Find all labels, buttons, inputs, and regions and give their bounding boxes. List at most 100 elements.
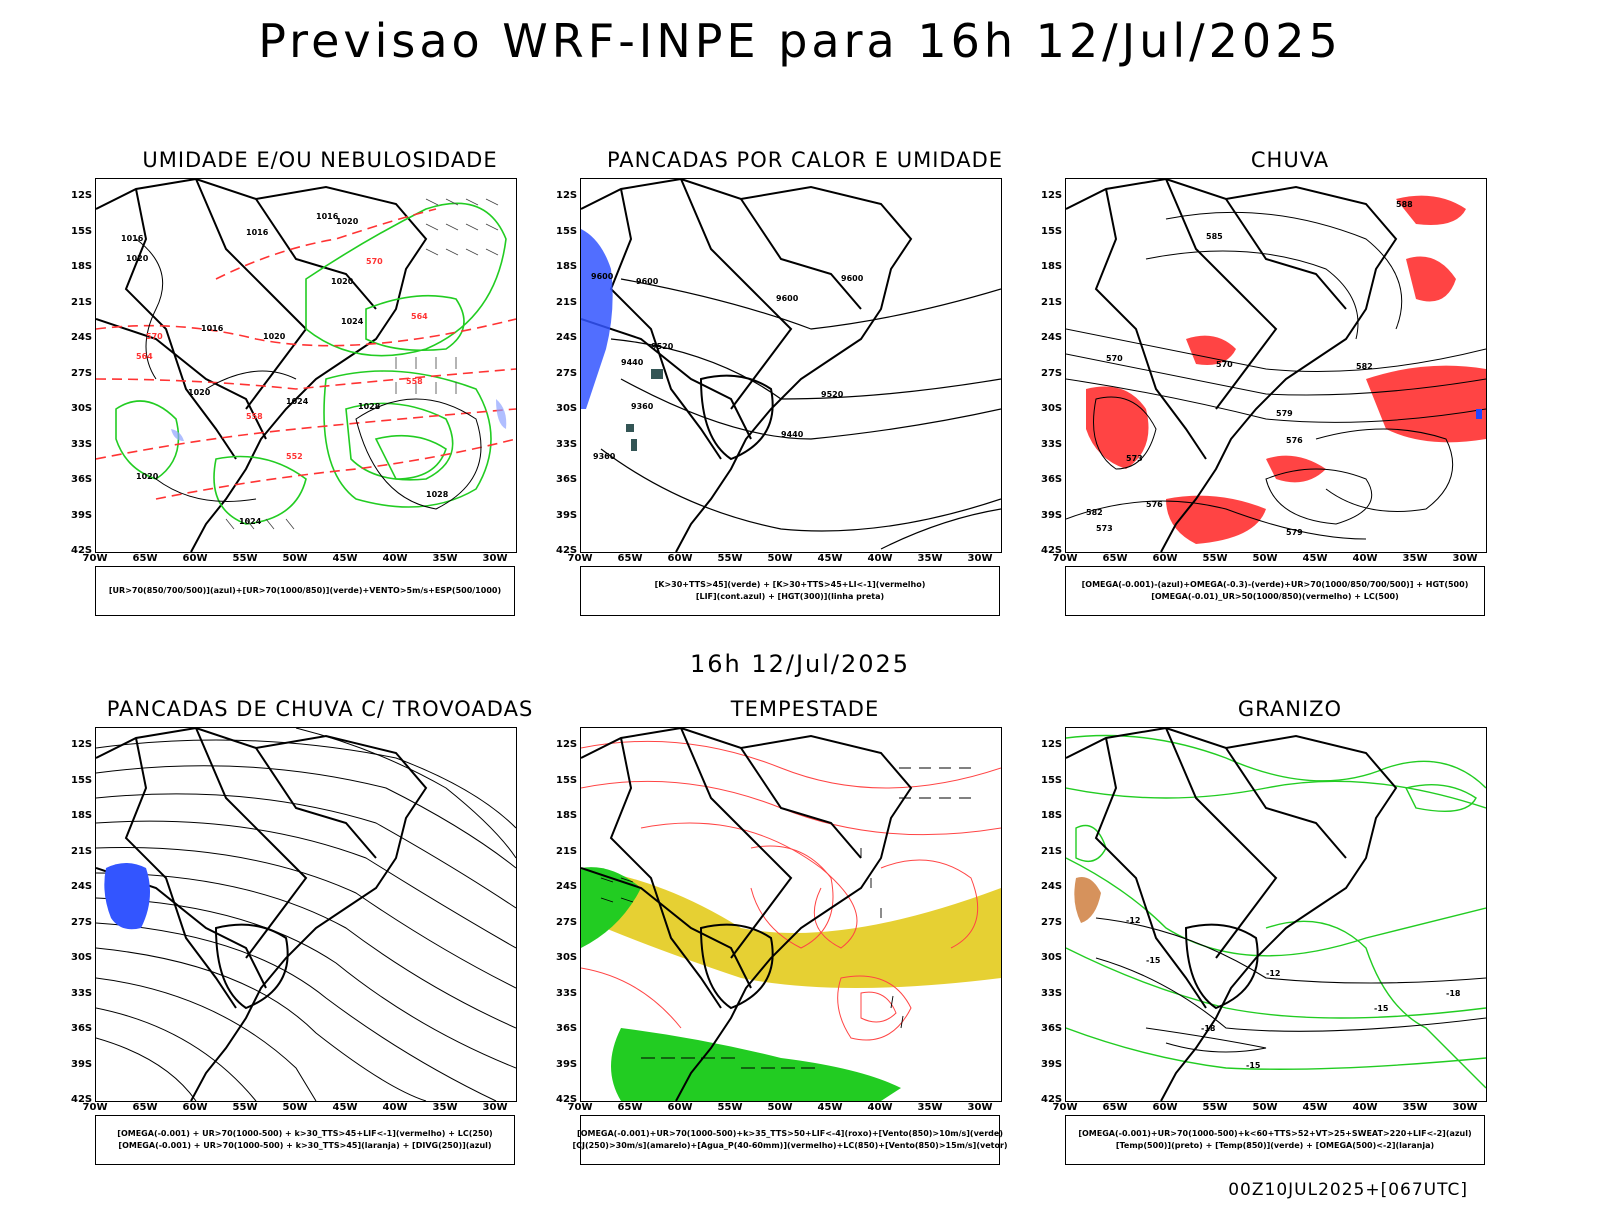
legend-line: [LIF](cont.azul) + [HGT(300)](linha pret… <box>695 592 885 601</box>
contour-label: 558 <box>406 377 423 386</box>
mid-title: 16h 12/Jul/2025 <box>689 650 911 678</box>
lat-tick-label: 12S <box>1041 739 1063 750</box>
lat-tick-label: 42S <box>556 545 578 556</box>
lat-tick-label: 24S <box>556 881 578 892</box>
lat-tick-label: 18S <box>1041 810 1063 821</box>
map-plot <box>96 728 516 1101</box>
lon-tick-label: 60W <box>1152 1102 1178 1113</box>
lon-tick-label: 40W <box>1352 1102 1378 1113</box>
lon-tick-label: 55W <box>1202 553 1228 564</box>
lat-tick-label: 39S <box>556 1058 578 1070</box>
lat-tick-label: 15S <box>71 225 93 237</box>
blue-divergence <box>104 863 150 930</box>
green-humidity <box>115 202 507 525</box>
panel-title: PANCADAS POR CALOR E UMIDADE <box>606 148 1004 172</box>
contour-label: 582 <box>1356 362 1373 371</box>
green-cells <box>626 369 663 451</box>
contour-label: 9600 <box>591 272 614 281</box>
contour-label: 582 <box>1086 508 1103 517</box>
lon-tick-label: 50W <box>767 1102 793 1113</box>
contour-label: -18 <box>1446 989 1461 998</box>
lat-tick-label: 27S <box>556 367 578 379</box>
lon-tick-label: 50W <box>1252 553 1278 564</box>
lat-tick-label: 33S <box>556 438 578 450</box>
blue-lif <box>581 229 613 409</box>
coastline <box>581 179 913 552</box>
contour-label: 1020 <box>126 254 149 263</box>
contour-label: -18 <box>1201 1024 1216 1033</box>
lon-tick-label: 50W <box>767 553 793 564</box>
lon-tick-label: 70W <box>82 1102 108 1113</box>
lat-tick-label: 27S <box>71 367 93 379</box>
panel-title: UMIDADE E/OU NEBULOSIDADE <box>142 148 498 172</box>
contour-label: 1020 <box>188 388 211 397</box>
lat-tick-label: 15S <box>1041 774 1063 786</box>
panel-granizo: GRANIZO <box>1041 697 1535 1217</box>
lon-tick-label: 60W <box>182 1102 208 1113</box>
lon-tick-label: 60W <box>182 553 208 564</box>
lon-tick-label: 60W <box>667 553 693 564</box>
contour-label: 9600 <box>776 294 799 303</box>
legend-box: [OMEGA(-0.001) + UR>70(1000-500) + k>30_… <box>95 1115 515 1165</box>
contour-labels: 588 585 582 579 576 573 570 576 573 570 … <box>1086 200 1413 537</box>
lat-tick-label: 21S <box>1041 296 1063 308</box>
legend-line: [OMEGA(-0.001)-(azul)+OMEGA(-0.3)-(verde… <box>1081 580 1469 589</box>
contour-label: 588 <box>1396 200 1413 209</box>
contour-label: 579 <box>1286 528 1303 537</box>
lon-tick-label: 65W <box>1102 553 1128 564</box>
contour-label: 570 <box>366 257 383 266</box>
lat-tick-label: 24S <box>1041 332 1063 343</box>
lon-tick-label: 70W <box>567 553 593 564</box>
yellow-jet <box>581 868 1001 988</box>
lat-tick-label: 27S <box>71 916 93 928</box>
legend-line: [Temp(500)](preto) + [Temp(850)](verde) … <box>1115 1141 1435 1150</box>
run-label: 00Z10JUL2025+[067UTC] <box>1228 1180 1468 1200</box>
map-plot <box>581 728 1001 1101</box>
lat-tick-label: 36S <box>1041 474 1063 485</box>
contour-label: 9520 <box>821 390 844 399</box>
lon-tick-label: 60W <box>1152 553 1178 564</box>
lat-tick-label: 15S <box>556 774 578 786</box>
contour-label: 576 <box>1146 500 1163 509</box>
lon-tick-label: 70W <box>1052 553 1078 564</box>
coastline <box>96 728 428 1101</box>
lat-tick-label: 42S <box>71 545 93 556</box>
lat-tick-label: 27S <box>1041 916 1063 928</box>
map-umidade: 1016 1016 1020 1020 1016 1020 1020 1024 … <box>95 178 517 553</box>
lat-tick-label: 39S <box>1041 509 1063 521</box>
lat-tick-label: 36S <box>71 1023 93 1034</box>
contour-label: -15 <box>1146 956 1161 965</box>
panel-title: CHUVA <box>1250 148 1330 172</box>
map-plot: 1016 1016 1020 1020 1016 1020 1020 1024 … <box>96 179 516 552</box>
lat-tick-label: 21S <box>1041 845 1063 857</box>
lon-tick-label: 65W <box>617 553 643 564</box>
legend-line: [OMEGA(-0.001)+UR>70(1000-500)+k>35_TTS>… <box>577 1129 1003 1138</box>
contour-labels: -12 -15 -12 -15 -18 -18 -15 <box>1126 916 1461 1070</box>
panel-chuva: CHUVA <box>1041 148 1535 668</box>
lat-tick-label: 12S <box>1041 190 1063 201</box>
lon-tick-label: 45W <box>1302 553 1328 564</box>
legend-box: [K>30+TTS>45](verde) + [K>30+TTS>45+LI<-… <box>580 566 1000 616</box>
legend-line: [K>30+TTS>45](verde) + [K>30+TTS>45+LI<-… <box>654 580 926 589</box>
lon-tick-label: 55W <box>232 553 258 564</box>
panel-trovoadas: PANCADAS DE CHUVA C/ TROVOADAS <box>71 697 565 1217</box>
lon-tick-label: 70W <box>567 1102 593 1113</box>
lat-tick-label: 42S <box>556 1094 578 1105</box>
lon-tick-label: 45W <box>332 553 358 564</box>
lat-tick-label: 36S <box>556 474 578 485</box>
contour-label: 576 <box>1286 436 1303 445</box>
lat-tick-label: 36S <box>556 1023 578 1034</box>
lon-tick-label: 35W <box>432 1102 458 1113</box>
legend-box: [OMEGA(-0.001)+UR>70(1000-500)+k<60+TTS>… <box>1065 1115 1485 1165</box>
lat-tick-label: 21S <box>556 845 578 857</box>
coastline <box>581 728 913 1101</box>
contour-label: -15 <box>1246 1061 1261 1070</box>
lon-tick-label: 35W <box>917 553 943 564</box>
map-plot: -12 -15 -12 -15 -18 -18 -15 <box>1066 728 1486 1101</box>
streamlines <box>1066 211 1486 540</box>
lat-tick-label: 39S <box>71 1058 93 1070</box>
legend-box: [OMEGA(-0.001)-(azul)+OMEGA(-0.3)-(verde… <box>1065 566 1485 616</box>
lon-tick-label: 45W <box>817 1102 843 1113</box>
lon-tick-label: 45W <box>817 553 843 564</box>
lat-tick-label: 21S <box>71 845 93 857</box>
